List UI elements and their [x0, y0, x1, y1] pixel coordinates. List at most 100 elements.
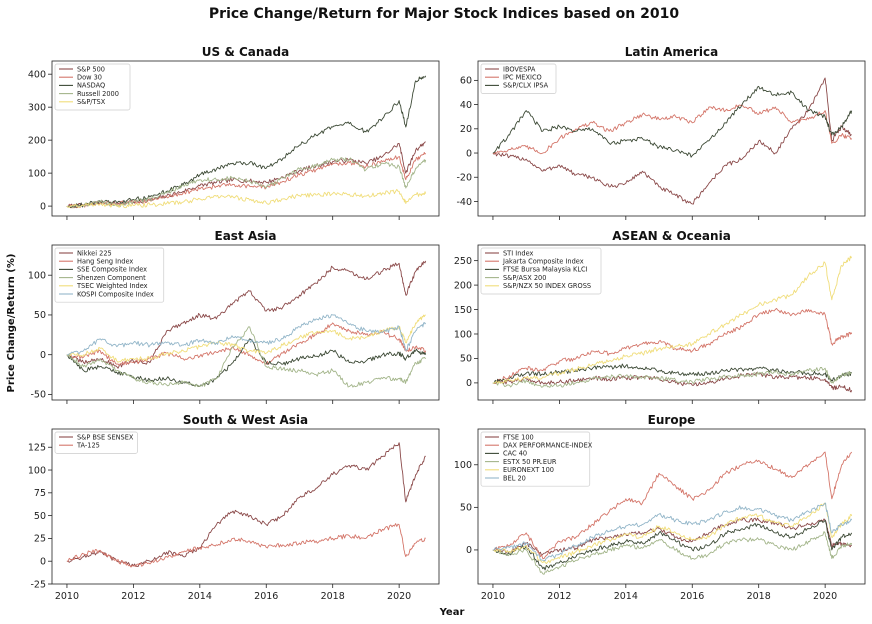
legend-entry: TA-125 — [76, 442, 100, 450]
x-tick-label: 2012 — [547, 591, 571, 602]
series-line — [66, 322, 427, 366]
legend-box — [54, 431, 138, 454]
x-tick-label: 2010 — [481, 591, 505, 602]
y-tick-label: 200 — [28, 135, 46, 146]
y-tick-label: 100 — [28, 465, 46, 476]
legend-entry: IPC MEXICO — [503, 74, 542, 82]
legend-entry: FTSE Bursa Malaysia KLCI — [503, 266, 588, 274]
y-tick-label: -25 — [30, 579, 46, 590]
legend-entry: FTSE 100 — [503, 433, 534, 441]
x-tick-label: 2014 — [188, 591, 212, 602]
legend-entry: Russell 2000 — [77, 90, 119, 98]
panel-title: Latin America — [625, 45, 719, 59]
x-tick-label: 2018 — [321, 591, 345, 602]
y-tick-label: 0 — [466, 545, 472, 556]
y-tick-label: 0 — [40, 557, 46, 568]
legend-entry: EURONEXT 100 — [503, 466, 554, 474]
panel-title: East Asia — [215, 229, 277, 243]
series-line — [492, 519, 853, 571]
x-tick-label: 2020 — [387, 591, 411, 602]
legend-box — [54, 63, 131, 111]
legend-box — [480, 247, 602, 295]
legend-entry: KOSPI Composite Index — [77, 290, 154, 298]
plot-frame — [51, 428, 440, 585]
y-axis-label: Price Change/Return (%) — [6, 254, 17, 393]
legend-entry: Shenzen Component — [77, 274, 146, 282]
panel-6: Europe 0 50 100 2010 2012 2014 2016 2018 2020 FTSE… — [454, 413, 866, 602]
legend-entry: DAX PERFORMANCE-INDEX — [503, 442, 593, 450]
y-tick-label: 100 — [28, 271, 46, 282]
series-line — [66, 260, 427, 369]
legend-entry: S&P BSE SENSEX — [77, 433, 134, 441]
x-tick-label: 2016 — [254, 591, 278, 602]
y-tick-label: 400 — [28, 69, 46, 80]
series-line — [66, 314, 427, 356]
legend-entry: S&P/TSX — [77, 98, 106, 106]
x-tick-label: 2018 — [747, 591, 771, 602]
legend-entry: NASDAQ — [77, 82, 105, 90]
y-tick-label: -40 — [456, 197, 472, 208]
series-line — [492, 255, 853, 384]
series-line — [492, 451, 853, 560]
legend-entry: S&P 500 — [77, 65, 105, 73]
y-tick-label: 100 — [454, 460, 472, 471]
legend-box — [54, 247, 165, 303]
x-axis-label: Year — [439, 607, 465, 618]
legend-entry: S&P/ASX 200 — [503, 274, 546, 282]
series-lines — [492, 255, 853, 393]
legend-entry: Jakarta Composite Index — [502, 258, 584, 266]
y-tick-label: 200 — [454, 280, 472, 291]
legend-box — [480, 63, 557, 94]
series-line — [66, 523, 426, 568]
y-tick-label: 0 — [466, 148, 472, 159]
series-line — [492, 366, 852, 388]
y-tick-label: 60 — [460, 76, 472, 87]
y-tick-label: 75 — [34, 488, 46, 499]
series-line — [66, 314, 426, 363]
x-tick-label: 2010 — [55, 591, 79, 602]
series-line — [66, 188, 427, 209]
y-tick-label: 100 — [454, 329, 472, 340]
series-line — [492, 104, 853, 155]
series-line — [66, 326, 427, 388]
series-line — [492, 517, 853, 556]
y-tick-label: 50 — [460, 354, 472, 365]
panel-4: ASEAN & Oceania 0 50 100 150 200 250 STI IndexJ… — [454, 229, 866, 404]
series-line — [66, 442, 426, 568]
y-tick-label: 300 — [28, 102, 46, 113]
plot-frame — [477, 60, 866, 217]
y-tick-label: 150 — [454, 305, 472, 316]
plot-frame — [51, 244, 440, 401]
legend-entry: SSE Composite Index — [77, 266, 147, 274]
y-tick-label: 125 — [28, 443, 46, 454]
legend-entry: CAC 40 — [503, 450, 527, 458]
legend-entry: Nikkei 225 — [77, 249, 112, 257]
series-line — [492, 77, 852, 205]
plot-frame — [477, 244, 866, 401]
series-lines — [492, 451, 853, 575]
figure-title: Price Change/Return for Major Stock Indi… — [209, 6, 679, 22]
y-tick-label: 20 — [460, 124, 472, 135]
series-line — [492, 371, 853, 393]
y-tick-label: 0 — [40, 350, 46, 361]
y-tick-label: 40 — [460, 100, 472, 111]
x-tick-label: 2014 — [614, 591, 638, 602]
series-lines — [66, 260, 427, 388]
panel-title: ASEAN & Oceania — [612, 229, 731, 243]
series-line — [492, 502, 853, 564]
y-tick-label: 250 — [454, 256, 472, 267]
legend-box — [480, 431, 591, 487]
series-line — [492, 363, 853, 384]
legend-entry: IBOVESPA — [503, 65, 536, 73]
series-lines — [66, 442, 426, 568]
series-line — [66, 75, 427, 209]
y-tick-label: 100 — [28, 168, 46, 179]
legend-entry: STI Index — [503, 249, 534, 257]
panel-title: Europe — [648, 413, 696, 427]
